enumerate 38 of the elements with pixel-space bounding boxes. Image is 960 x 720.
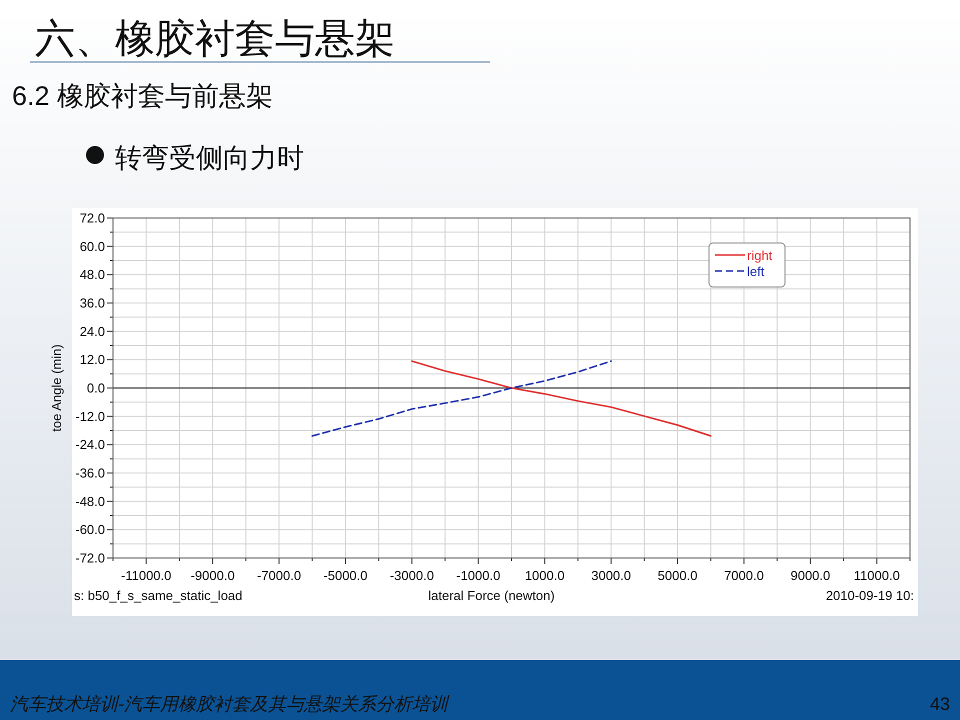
x-tick-label: 1000.0 (524, 568, 565, 583)
x-tick-label: -5000.0 (323, 568, 368, 583)
x-tick-label: -1000.0 (456, 568, 500, 583)
x-tick-label: 5000.0 (658, 568, 698, 583)
x-tick-label: -9000.0 (190, 568, 235, 583)
y-tick-label: -48.0 (75, 494, 105, 509)
x-tick-label: -7000.0 (256, 568, 302, 583)
y-tick-label: 72.0 (80, 210, 105, 226)
text: 转弯受侧向力时 (115, 143, 304, 173)
line-series (411, 360, 712, 437)
x-axis-title: lateral Force (newton) (428, 588, 555, 603)
text: 2010-09-19 10: (826, 588, 914, 603)
x-tick-label: 3000.0 (591, 568, 632, 583)
line-series (311, 360, 612, 437)
y-tick-label: 12.0 (80, 352, 105, 368)
x-tick-label: -11000.0 (121, 568, 172, 583)
y-tick-label: -36.0 (75, 466, 105, 480)
text: 43 (930, 694, 950, 714)
y-axis-title: toe Angle (min) (49, 344, 64, 432)
y-tick-label: 24.0 (80, 324, 105, 339)
legend-label: left (747, 264, 765, 279)
x-tick-label: -3000.0 (390, 568, 434, 583)
y-tick-label: -12.0 (75, 408, 105, 424)
y-tick-label: 60.0 (80, 238, 105, 254)
chart-title: 六、橡胶衬套与悬架 (35, 17, 395, 61)
x-tick-label: 9000.0 (790, 568, 830, 583)
y-tick-label: 0.0 (86, 380, 105, 396)
text: 汽车技术培训-汽车用橡胶衬套及其与悬架关系分析培训 (10, 694, 450, 714)
text: s: b50_f_s_same_static_load (74, 588, 242, 603)
y-tick-label: -60.0 (75, 522, 105, 538)
legend-label: right (747, 248, 773, 263)
chart-subtitle: 6.2 橡胶衬套与前悬架 (12, 81, 274, 111)
y-tick-label: 48.0 (80, 267, 105, 282)
y-tick-label: -72.0 (75, 550, 105, 566)
x-tick-label: 11000.0 (854, 568, 900, 583)
y-tick-label: 36.0 (80, 296, 105, 310)
x-tick-label: 7000.0 (724, 568, 764, 583)
y-tick-label: -24.0 (75, 437, 105, 452)
